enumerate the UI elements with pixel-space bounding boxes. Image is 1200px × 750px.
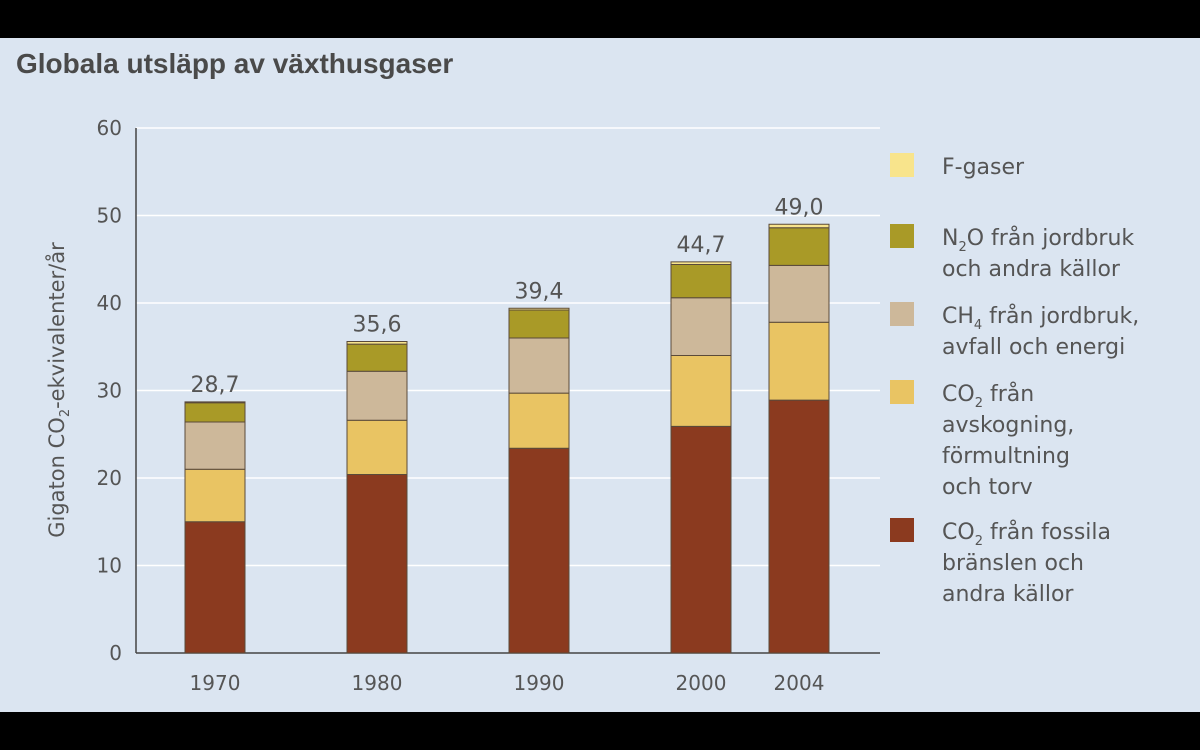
bar-segment-fgases-1980 bbox=[346, 341, 408, 345]
bar-segment-n2o-1990 bbox=[508, 309, 570, 339]
bar-segment-co2_fossil-1970 bbox=[184, 521, 246, 654]
legend-label-n2o: N2O från jordbruk och andra källor bbox=[942, 225, 1134, 282]
bar-segment-ch4-2004 bbox=[768, 264, 830, 323]
bar-segment-co2_deforestation-2004 bbox=[768, 321, 830, 401]
x-tick-label: 2000 bbox=[676, 671, 727, 695]
total-label-1980: 35,6 bbox=[353, 313, 402, 338]
bar-segment-ch4-1970 bbox=[184, 421, 246, 470]
bar-segment-n2o-1970 bbox=[184, 402, 246, 423]
bar-segment-fgases-2000 bbox=[670, 261, 732, 265]
legend-swatch-fgases bbox=[890, 153, 914, 177]
total-label-2004: 49,0 bbox=[775, 195, 824, 220]
bar-segment-co2_fossil-2004 bbox=[768, 399, 830, 654]
y-tick-label: 50 bbox=[97, 204, 122, 228]
bar-segment-ch4-2000 bbox=[670, 297, 732, 356]
chart-svg: 0 10 20 30 40 50 60 Gigaton CO2-ekvivalenter/år… bbox=[44, 116, 1139, 695]
chart-title: Globala utsläpp av växthusgaser bbox=[16, 48, 454, 79]
bar-segment-n2o-2004 bbox=[768, 227, 830, 266]
legend-swatch-co2_fossil bbox=[890, 518, 914, 542]
bar-segment-ch4-1980 bbox=[346, 370, 408, 421]
bar-segment-co2_deforestation-1980 bbox=[346, 419, 408, 475]
x-tick-label: 1970 bbox=[190, 671, 241, 695]
total-label-2000: 44,7 bbox=[677, 233, 726, 258]
legend-label-co2_fossil: CO2 från fossila bränslen och andra källor bbox=[942, 519, 1111, 607]
legend-swatch-n2o bbox=[890, 224, 914, 248]
y-tick-label: 10 bbox=[97, 554, 122, 578]
bar-segment-n2o-1980 bbox=[346, 343, 408, 372]
legend-label-ch4: CH4 från jordbruk, avfall och energi bbox=[942, 303, 1139, 360]
y-tick-label: 20 bbox=[97, 466, 122, 490]
bar-segment-co2_fossil-1990 bbox=[508, 447, 570, 654]
y-axis-label: Gigaton CO2-ekvivalenter/år bbox=[44, 242, 73, 538]
bar-segment-fgases-1970 bbox=[184, 401, 246, 404]
bar-segment-ch4-1990 bbox=[508, 337, 570, 394]
bar-segment-fgases-2004 bbox=[768, 223, 830, 229]
bar-segment-n2o-2000 bbox=[670, 264, 732, 299]
bar-segment-co2_deforestation-1990 bbox=[508, 392, 570, 449]
legend-swatch-co2_deforestation bbox=[890, 380, 914, 404]
bar-segment-fgases-1990 bbox=[508, 307, 570, 311]
total-label-1970: 28,7 bbox=[191, 373, 240, 398]
y-tick-label: 40 bbox=[97, 291, 122, 315]
bar-segment-co2_deforestation-2000 bbox=[670, 355, 732, 427]
x-tick-label: 1980 bbox=[352, 671, 403, 695]
bar-segment-co2_deforestation-1970 bbox=[184, 468, 246, 523]
bar-segment-co2_fossil-2000 bbox=[670, 425, 732, 654]
x-tick-label: 2004 bbox=[774, 671, 825, 695]
y-tick-label: 0 bbox=[109, 641, 122, 665]
legend-label-fgases: F-gaser bbox=[942, 155, 1025, 180]
legend-label-co2_deforestation: CO2 från avskogning, förmultning och torv bbox=[942, 381, 1074, 500]
x-tick-label: 1990 bbox=[514, 671, 565, 695]
total-label-1990: 39,4 bbox=[515, 279, 564, 304]
legend-swatch-ch4 bbox=[890, 302, 914, 326]
bar-segment-co2_fossil-1980 bbox=[346, 474, 408, 654]
y-tick-label: 60 bbox=[97, 116, 122, 140]
chart-panel: Globala utsläpp av växthusgaser 0 10 20 30 4… bbox=[0, 38, 1200, 712]
y-tick-label: 30 bbox=[97, 379, 122, 403]
